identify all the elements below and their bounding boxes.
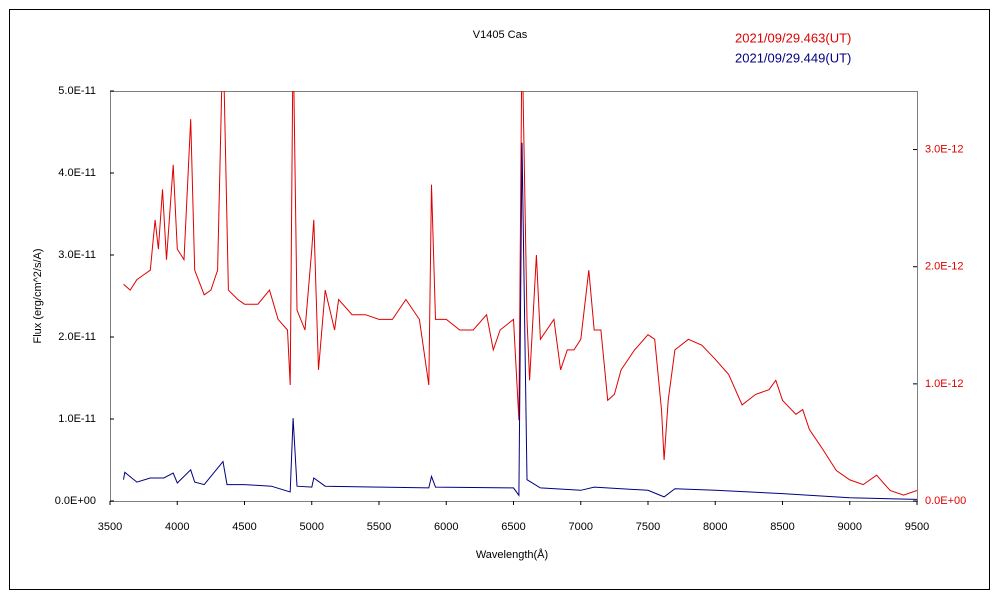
x-tick-label: 6000 [434,521,458,533]
y2-tick-label: 2.0E-12 [925,261,964,273]
spectrum-line [123,91,917,496]
x-tick-label: 6500 [501,521,525,533]
y-axis-label: Flux (erg/cm^2/s/A) [32,248,44,343]
x-tick-label: 5500 [367,521,391,533]
x-tick-label: 3500 [98,521,122,533]
x-tick-label: 4000 [165,521,189,533]
y-tick-label: 2.0E-11 [58,331,96,343]
legend-entry: 2021/09/29.463(UT) [735,30,851,45]
x-tick-label: 5000 [300,521,324,533]
y2-tick-label: 0.0E+00 [925,495,966,507]
frame [9,9,990,590]
x-tick-label: 8000 [703,521,727,533]
x-tick-label: 7500 [636,521,660,533]
spectrum-line [123,142,917,500]
y2-tick-label: 1.0E-12 [925,378,964,390]
y-tick-label: 1.0E-11 [58,413,96,425]
y2-tick-label: 3.0E-12 [925,143,964,155]
legend-entry: 2021/09/29.449(UT) [735,50,851,65]
y-tick-label: 3.0E-11 [58,249,96,261]
chart-title: V1405 Cas [473,29,528,41]
x-tick-label: 8500 [770,521,794,533]
y-tick-label: 5.0E-11 [58,85,96,97]
x-tick-label: 9500 [905,521,929,533]
x-tick-label: 4500 [232,521,256,533]
x-tick-label: 9000 [838,521,862,533]
x-tick-label: 7000 [569,521,593,533]
y-tick-label: 0.0E+00 [55,495,96,507]
x-axis-label: Wavelength(Å) [476,548,548,561]
y-tick-label: 4.0E-11 [58,167,96,179]
